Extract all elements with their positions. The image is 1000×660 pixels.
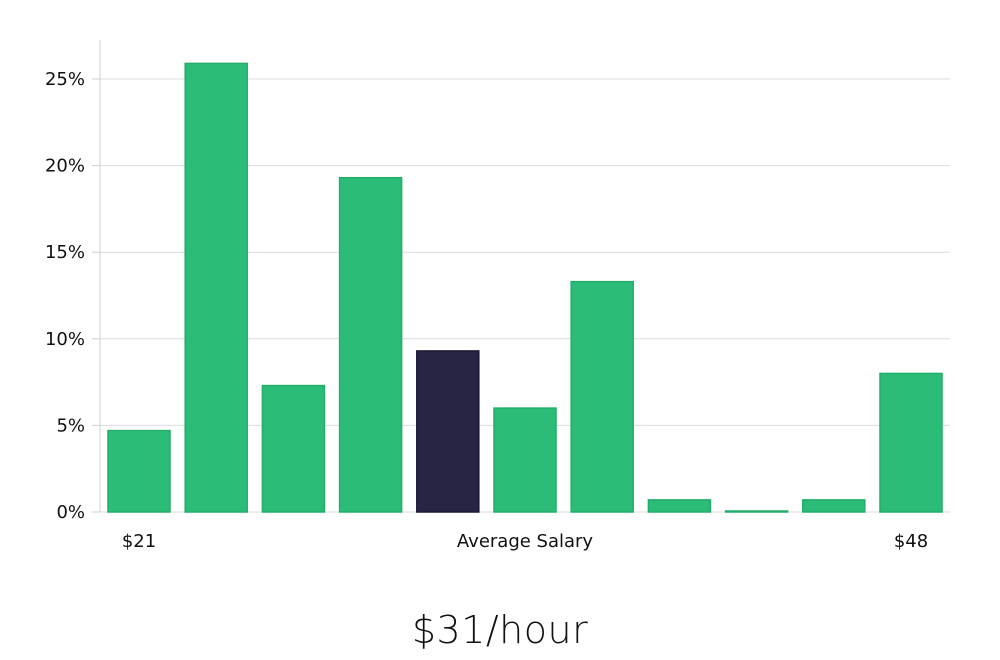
bars	[107, 62, 943, 513]
x-label-min: $21	[122, 531, 156, 552]
y-axis-ticks: 0% 5% 10% 15% 20% 25%	[45, 69, 100, 523]
bar	[802, 499, 866, 513]
bar	[493, 407, 557, 513]
x-label-center: Average Salary	[457, 531, 594, 552]
bar	[184, 62, 248, 513]
y-tick-label: 20%	[45, 156, 85, 177]
bar-average-highlight	[416, 350, 480, 513]
y-tick-label: 15%	[45, 242, 85, 263]
y-tick-label: 0%	[56, 502, 85, 523]
bar	[570, 280, 634, 513]
bar	[261, 384, 326, 513]
average-salary-value: $31/hour	[411, 608, 589, 652]
bar	[647, 499, 712, 513]
bar	[107, 429, 171, 513]
bar	[338, 176, 403, 513]
salary-histogram: 0% 5% 10% 15% 20% 25% $21 Average Salary $48	[45, 40, 950, 552]
y-tick-label: 25%	[45, 69, 85, 90]
x-label-max: $48	[894, 531, 928, 552]
bar	[879, 372, 943, 513]
y-tick-label: 10%	[45, 329, 85, 350]
y-tick-label: 5%	[56, 415, 85, 436]
bar	[724, 510, 789, 513]
